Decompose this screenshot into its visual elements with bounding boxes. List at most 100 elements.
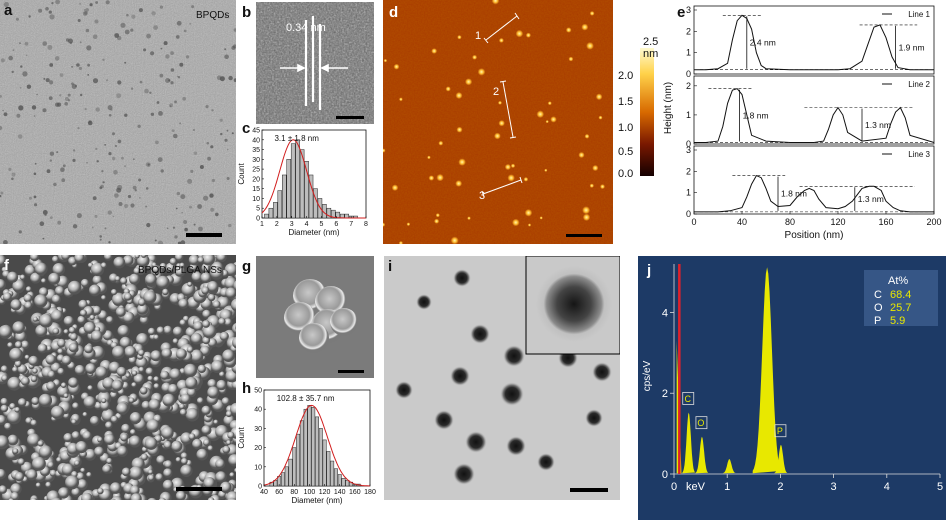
colorbar-tick: 0.0 [618,168,634,180]
panel-f-sem-image: f BPQDs/PLGA NSs [0,255,236,500]
sem-texture [0,255,236,500]
spectrum-peak [695,436,709,474]
spectrum-peak [682,412,696,474]
chart-e-height-profiles: 0 1 2 3 Line 1 2.4 nm 1.9 nm 0 1 2 Line 2 1.8 nm 1.3… [663,5,942,241]
profile-legend: Line 2 [908,80,930,89]
plot-frame [693,5,935,75]
tick-label: 10 [254,464,262,471]
histogram-bar [326,451,331,487]
panel-label: a [4,2,13,19]
tick-label: 4 [305,221,309,228]
histogram-bar [290,143,296,219]
histogram-bar [318,428,323,487]
histogram-bar [273,202,278,219]
line-label-1: 1 [475,30,482,42]
table-header: At% [888,275,908,287]
nanosphere [500,382,524,406]
colorbar-tick: 1.5 [618,96,634,108]
tick-label: 140 [334,489,346,496]
lattice-spacing-label: 0.34 nm [286,22,326,34]
panel-label: i [388,258,393,275]
tick-label: 5 [937,481,943,493]
height-annotation: 1.3 nm [865,120,891,130]
y-axis-label: Count [237,163,246,185]
tick-label: 0 [691,217,696,227]
x-axis-label: Position (nm) [785,230,844,241]
x-axis-label: Diameter (nm) [291,496,342,505]
y-axis-label: cps/eV [642,360,653,391]
panel-label: d [389,4,399,21]
scale-bar [176,487,222,491]
profile-legend: Line 1 [908,10,930,19]
tick-label: 3 [290,221,294,228]
tick-label: 25 [252,167,260,174]
peak-label-box [682,392,695,405]
line-label-2: 2 [493,86,500,98]
tick-label: 1 [724,481,730,493]
tick-label: 180 [364,489,376,496]
tick-label: 45 [252,128,260,135]
histogram-bar [313,188,318,219]
scale-bar [570,488,608,492]
nanosphere [450,366,470,386]
line-label-3: 3 [479,190,486,202]
tick-label: 20 [254,445,262,452]
tick-label: 160 [349,489,361,496]
table-value: 68.4 [890,289,911,301]
tick-label: 1 [686,110,691,120]
peak-label-box [695,416,708,430]
histogram-bar [341,478,346,487]
histogram-bar [295,139,300,219]
histogram-bar [307,405,312,487]
panel-label: j [647,262,652,279]
histogram-bar [284,466,289,487]
tick-label: 0 [686,69,691,79]
tick-label: 40 [260,489,268,496]
tick-label: 40 [254,407,262,414]
tick-label: 20 [252,176,260,183]
tick-label: 0 [256,216,260,223]
tick-label: 6 [334,221,338,228]
afm-colorbar: 2.5 nm 2.0 1.5 1.0 0.5 0.0 [614,36,676,181]
tick-label: 100 [304,489,316,496]
chart-h-histogram: 40 60 80 100 120 140 160 180 0 10 20 30 40 50 Diameter… [237,388,376,506]
table-element: P [874,315,881,327]
nanosphere [395,381,413,399]
spectrum-peak [752,267,782,474]
distribution-annotation: 3.1 ± 1.8 nm [274,134,319,143]
nanosphere [592,362,612,382]
panel-i-tem-image: i [384,256,620,500]
peak-label: P [777,426,783,436]
histogram-bar [331,209,336,219]
sample-tag: BPQDs/PLGA NSs [138,265,222,276]
tick-label: 2 [662,388,668,400]
spacing-arrows [280,63,348,73]
histogram-bar [286,159,292,219]
tem-nanosphere-image [384,256,620,500]
tick-label: 120 [830,217,845,227]
panel-label: b [242,4,252,21]
histogram-bar [296,433,301,487]
tick-label: 2 [686,166,691,176]
tick-label: 0 [258,484,262,491]
tick-label: 4 [662,307,668,319]
tick-label: 3 [686,145,691,155]
gaussian-fit-curve [261,139,366,219]
histogram-bar [330,460,335,487]
lattice-fringe-markers [304,16,322,110]
profile-lines [481,12,523,198]
tick-label: 2 [686,26,691,36]
colorbar-unit: 2.5 nm [643,36,659,60]
spectrum-peak [722,459,736,474]
tem-texture [0,0,236,244]
height-annotation: 1.9 nm [899,42,925,52]
peak-label: O [697,418,704,428]
histogram-bar [268,207,274,219]
plot-frame [693,145,935,215]
height-profile-line [694,174,934,213]
tick-label: 80 [785,217,795,227]
histogram-bar [311,407,316,487]
y-axis-label: Height (nm) [663,82,674,134]
panel-label: c [242,120,251,137]
